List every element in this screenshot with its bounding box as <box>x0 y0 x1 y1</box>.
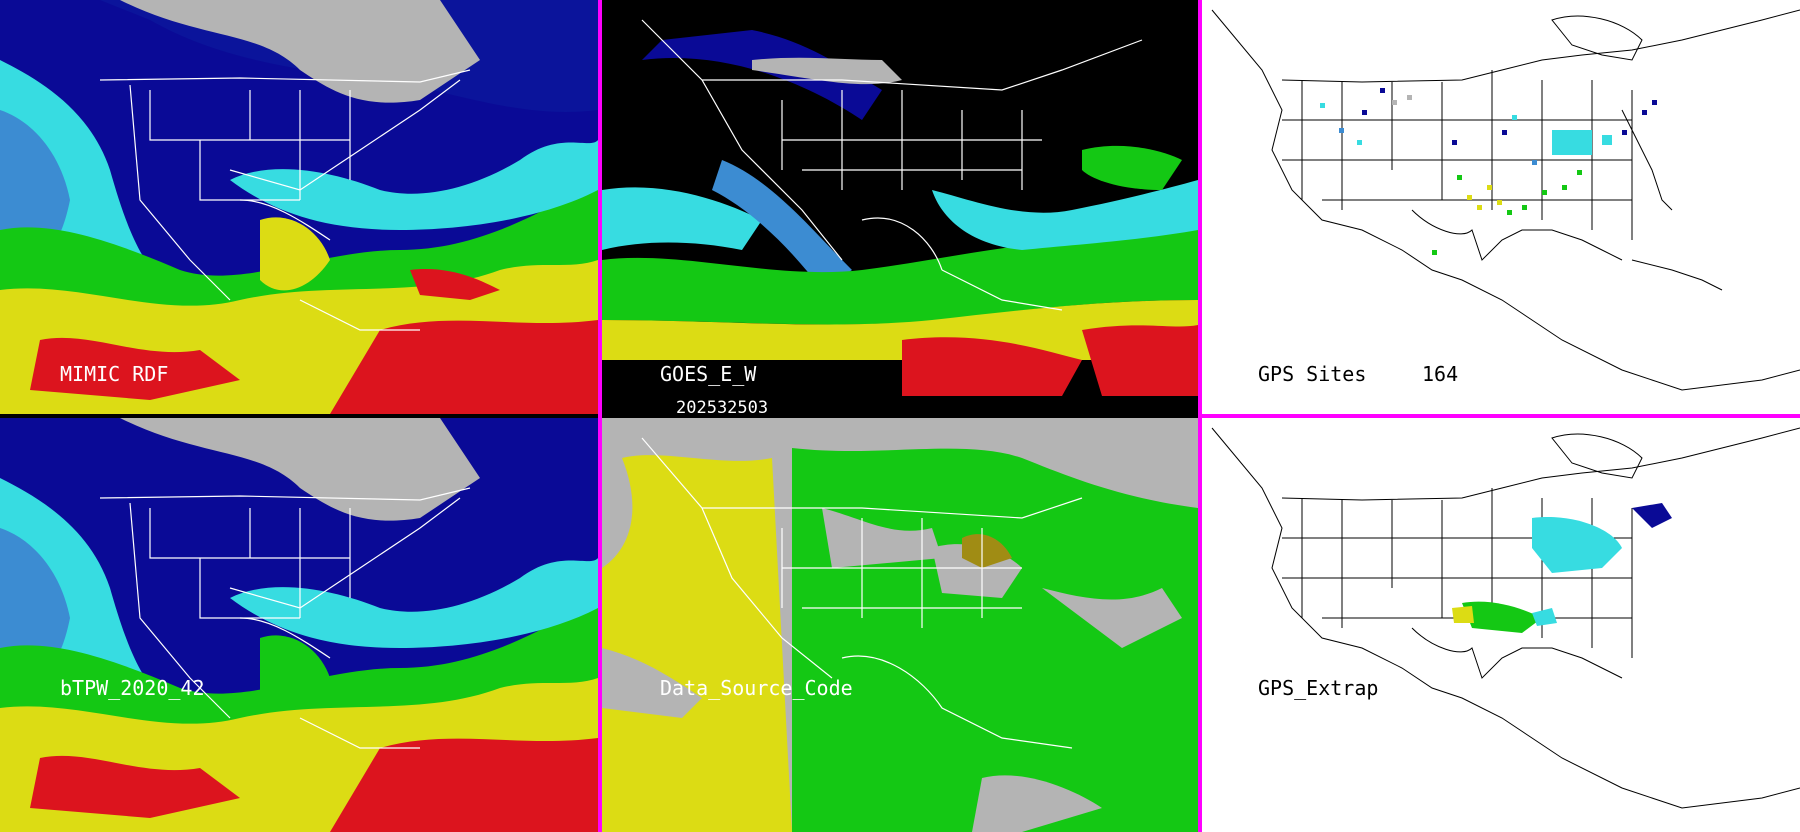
btpw-panel[interactable]: bTPW_2020_42 <box>0 418 598 832</box>
goes-e-w-map <box>602 0 1198 396</box>
data-source-code-map <box>602 418 1198 832</box>
panel-label: GPS_Extrap <box>1258 676 1379 700</box>
panel-label: bTPW_2020_42 <box>60 676 205 700</box>
gps-site-count: 164 <box>1422 362 1459 386</box>
mimic-rdf-map <box>0 0 598 414</box>
mimic-rdf-panel[interactable]: MIMIC RDF <box>0 0 598 414</box>
separator-vertical-left <box>598 0 602 832</box>
panel-label: Data_Source_Code <box>660 676 853 700</box>
gps-extrap-panel[interactable]: GPS_Extrap <box>1202 418 1800 832</box>
gps-sites-map <box>1202 0 1800 414</box>
panel-label: GPS Sites <box>1258 362 1367 386</box>
separator-horizontal <box>1202 414 1800 418</box>
gps-sites-panel[interactable]: GPS Sites 164 <box>1202 0 1800 414</box>
panel-label: MIMIC RDF <box>60 362 169 386</box>
separator-vertical-right <box>1198 0 1202 832</box>
panel-label: GOES_E_W <box>660 362 757 386</box>
goes-e-w-panel[interactable]: GOES_E_W <box>602 0 1198 396</box>
timestamp-bar: 202532503 <box>664 398 1224 418</box>
data-source-code-panel[interactable]: Data_Source_Code <box>602 418 1198 832</box>
btpw-map <box>0 418 598 832</box>
gps-extrap-map <box>1202 418 1800 832</box>
